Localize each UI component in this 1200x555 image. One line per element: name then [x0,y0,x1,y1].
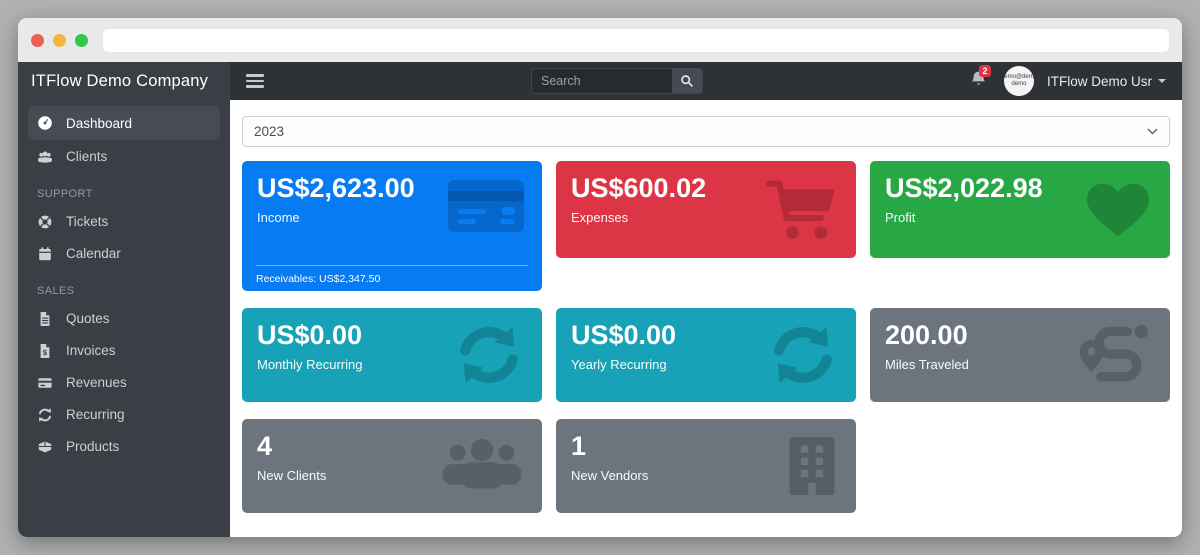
notification-count-badge: 2 [979,64,992,77]
new-clients-card[interactable]: 4 New Clients [242,419,542,513]
file-invoice-dollar-icon: $ [40,343,50,358]
sync-icon [774,327,832,383]
card-label: New Clients [257,468,327,484]
shopping-cart-icon [765,180,835,239]
card-value: US$2,623.00 [257,173,415,203]
sidebar-item-recurring[interactable]: Recurring [28,399,220,430]
magnifier-icon [681,75,693,87]
building-icon [789,437,835,495]
income-card[interactable]: US$2,623.00 Income Receivables: US$2,347… [242,161,542,291]
receivables-note: Receivables: US$2,347.50 [256,265,528,285]
sidebar-item-label: Dashboard [66,115,133,131]
life-ring-icon [38,215,52,228]
card-value: 200.00 [885,320,968,350]
menu-icon[interactable] [246,74,264,88]
sidebar-item-label: Revenues [66,375,127,390]
credit-card-icon [448,180,524,232]
yearly-recurring-card[interactable]: US$0.00 Yearly Recurring [556,308,856,402]
heart-icon [1087,183,1149,236]
users-icon [442,438,522,489]
card-value: 1 [571,431,587,461]
sidebar-item-label: Recurring [66,407,125,422]
expenses-card[interactable]: US$600.02 Expenses [556,161,856,258]
browser-window: ITFlow Demo Company [18,18,1182,537]
svg-text:$: $ [43,348,48,357]
company-name[interactable]: ITFlow Demo Company [31,71,209,90]
sidebar-item-label: Products [66,439,120,454]
search-form [531,68,703,94]
sidebar-item-tickets[interactable]: Tickets [28,206,220,237]
sidebar-item-calendar[interactable]: Calendar [28,238,220,269]
avatar-text: demo [1011,81,1027,87]
year-select-value: 2023 [254,124,285,139]
box-icon [38,441,52,452]
new-vendors-card[interactable]: 1 New Vendors [556,419,856,513]
close-button[interactable] [31,33,44,47]
top-navbar: 2 demo@demo demo ITFlow Demo Usr [230,62,1182,100]
card-label: Income [257,210,300,226]
card-value: US$2,022.98 [885,173,1043,203]
sidebar-heading-sales: SALES [37,285,75,297]
calendar-icon [39,246,51,260]
avatar-text: demo@demo [1004,74,1034,80]
sidebar-item-label: Quotes [66,311,110,326]
year-select[interactable]: 2023 [242,116,1170,147]
traffic-lights [31,33,88,47]
card-value: US$600.02 [571,173,707,203]
user-menu[interactable]: ITFlow Demo Usr [1047,73,1167,89]
sidebar-item-dashboard[interactable]: Dashboard [28,106,220,140]
sync-icon [460,327,518,383]
miles-traveled-card[interactable]: 200.00 Miles Traveled [870,308,1170,402]
sync-icon [39,407,51,422]
browser-chrome [18,18,1182,62]
sidebar-brand-area: ITFlow Demo Company [18,62,230,100]
url-bar[interactable] [103,28,1169,52]
sidebar-item-invoices[interactable]: $ Invoices [28,335,220,366]
search-button[interactable] [672,68,703,94]
dashboard-cards: US$2,623.00 Income Receivables: US$2,347… [242,161,1170,513]
card-label: New Vendors [571,468,649,484]
zoom-button[interactable] [75,33,88,47]
search-input[interactable] [531,68,672,94]
gauge-icon [38,116,52,130]
avatar[interactable]: demo@demo demo [1004,66,1034,96]
card-value: US$0.00 [257,320,363,350]
minimize-button[interactable] [53,33,66,47]
sidebar: Dashboard Clients SUPPORT [18,100,230,537]
sidebar-item-label: Clients [66,149,108,164]
sidebar-item-quotes[interactable]: Quotes [28,303,220,334]
sidebar-item-products[interactable]: Products [28,431,220,462]
user-name-label: ITFlow Demo Usr [1047,73,1153,89]
monthly-recurring-card[interactable]: US$0.00 Monthly Recurring [242,308,542,402]
main-content: 2023 US$2,623.00 Income [230,100,1182,537]
sidebar-item-clients[interactable]: Clients [28,141,220,172]
file-lines-icon [40,311,50,326]
card-value: US$0.00 [571,320,677,350]
sidebar-heading-support: SUPPORT [37,188,93,200]
sidebar-item-label: Tickets [66,214,109,229]
card-value: 4 [257,431,273,461]
chevron-down-icon [1158,79,1167,83]
notifications-button[interactable]: 2 [970,64,992,93]
card-label: Profit [885,210,916,226]
profit-card[interactable]: US$2,022.98 Profit [870,161,1170,258]
sidebar-item-label: Calendar [66,246,121,261]
card-label: Yearly Recurring [571,357,667,373]
credit-card-icon [38,377,52,388]
sidebar-item-label: Invoices [66,343,116,358]
navbar-right: 2 demo@demo demo ITFlow Demo Usr [970,64,1167,96]
sidebar-item-revenues[interactable]: Revenues [28,367,220,398]
chevron-down-icon [1147,128,1158,135]
card-label: Monthly Recurring [257,357,363,373]
users-icon [38,151,52,163]
card-label: Miles Traveled [885,357,969,373]
card-label: Expenses [571,210,629,226]
route-icon [1079,324,1149,382]
